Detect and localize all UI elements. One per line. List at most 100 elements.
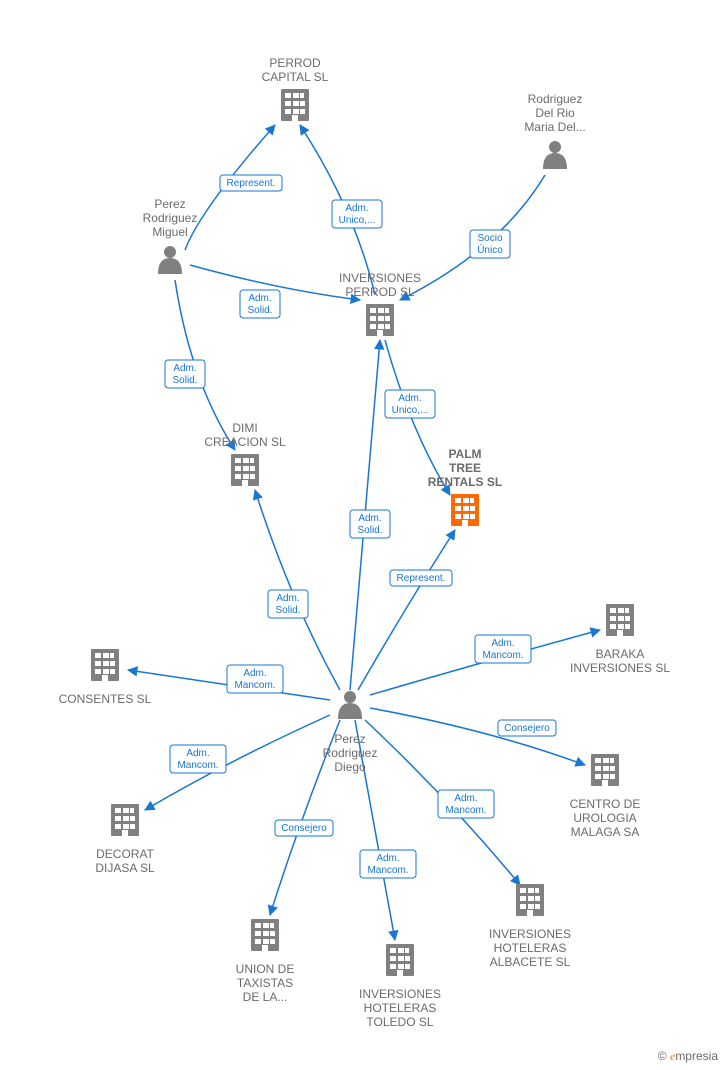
svg-text:Consejero: Consejero: [281, 823, 327, 834]
svg-text:Adm.: Adm.: [454, 793, 477, 804]
node-label: TOLEDO SL: [366, 1015, 433, 1029]
company-icon: [231, 454, 259, 486]
svg-text:Mancom.: Mancom.: [234, 680, 275, 691]
node-label: TAXISTAS: [237, 976, 293, 990]
node-label: Perez: [154, 197, 185, 211]
node-inversiones_perrod[interactable]: INVERSIONESPERROD SL: [339, 271, 421, 336]
node-label: Maria Del...: [524, 120, 585, 134]
node-label: HOTELERAS: [364, 1001, 437, 1015]
svg-text:Unico,...: Unico,...: [339, 215, 376, 226]
node-label: Del Rio: [535, 106, 575, 120]
svg-text:Adm.: Adm.: [358, 513, 381, 524]
company-icon: [281, 89, 309, 121]
node-label: DIMI: [232, 421, 257, 435]
svg-text:Adm.: Adm.: [345, 203, 368, 214]
edge-label-perez_diego-consentes: Adm.Mancom.: [227, 665, 283, 693]
person-icon: [338, 691, 362, 719]
svg-text:Solid.: Solid.: [172, 375, 197, 386]
company-icon: [516, 884, 544, 916]
svg-text:Mancom.: Mancom.: [482, 650, 523, 661]
company-icon: [606, 604, 634, 636]
node-dimi[interactable]: DIMICREACION SL: [204, 421, 286, 486]
edge-label-inversiones_perrod-palm: Adm.Unico,...: [385, 390, 435, 418]
node-label: UROLOGIA: [573, 811, 636, 825]
edge-label-perez_diego-inv_toledo: Adm.Mancom.: [360, 850, 416, 878]
node-label: PALM: [448, 447, 481, 461]
node-perez_diego[interactable]: PerezRodriguezDiego: [323, 691, 378, 774]
node-label: CONSENTES SL: [59, 692, 152, 706]
node-label: INVERSIONES SL: [570, 661, 670, 675]
company-icon: [386, 944, 414, 976]
svg-text:Mancom.: Mancom.: [177, 760, 218, 771]
node-label: Diego: [334, 760, 366, 774]
edge-label-perez_diego-inv_albacete: Adm.Mancom.: [438, 790, 494, 818]
node-decorat[interactable]: DECORATDIJASA SL: [95, 804, 155, 875]
person-icon: [158, 246, 182, 274]
node-baraka[interactable]: BARAKAINVERSIONES SL: [570, 604, 670, 675]
node-centro_urologia[interactable]: CENTRO DEUROLOGIAMALAGA SA: [570, 754, 641, 839]
edge-label-perez_diego-centro_urologia: Consejero: [498, 720, 556, 736]
company-icon: [111, 804, 139, 836]
svg-text:Solid.: Solid.: [275, 605, 300, 616]
edge-label-perez_diego-union_taxistas: Consejero: [275, 820, 333, 836]
copyright: © empresia: [658, 1049, 718, 1064]
node-label: Rodriguez: [528, 92, 583, 106]
edge-label-perez_miguel-dimi: Adm.Solid.: [165, 360, 205, 388]
edge-label-rodriguez_del_rio-inversiones_perrod: SocioÚnico: [470, 230, 510, 258]
company-icon: [591, 754, 619, 786]
svg-text:Adm.: Adm.: [398, 393, 421, 404]
node-palm[interactable]: PALMTREERENTALS SL: [428, 447, 502, 526]
node-label: Perez: [334, 732, 365, 746]
node-label: DE LA...: [243, 990, 288, 1004]
node-label: MALAGA SA: [571, 825, 640, 839]
svg-text:Adm.: Adm.: [243, 668, 266, 679]
svg-text:Adm.: Adm.: [376, 853, 399, 864]
company-icon: [366, 304, 394, 336]
svg-text:Mancom.: Mancom.: [367, 865, 408, 876]
node-label: RENTALS SL: [428, 475, 502, 489]
svg-text:Adm.: Adm.: [186, 748, 209, 759]
node-label: INVERSIONES: [489, 927, 571, 941]
node-label: UNION DE: [236, 962, 295, 976]
node-label: BARAKA: [596, 647, 645, 661]
edge-label-perez_miguel-inversiones_perrod: Adm.Solid.: [240, 290, 280, 318]
network-diagram: Represent.Adm.Unico,...SocioÚnicoAdm.Sol…: [0, 0, 728, 1070]
node-inv_albacete[interactable]: INVERSIONESHOTELERASALBACETE SL: [489, 884, 571, 969]
node-perrod_capital[interactable]: PERRODCAPITAL SL: [262, 56, 329, 121]
svg-text:Mancom.: Mancom.: [445, 805, 486, 816]
svg-text:Adm.: Adm.: [491, 638, 514, 649]
node-label: PERROD: [269, 56, 321, 70]
node-union_taxistas[interactable]: UNION DETAXISTASDE LA...: [236, 919, 295, 1004]
svg-text:Consejero: Consejero: [504, 723, 550, 734]
copyright-symbol: ©: [658, 1049, 667, 1063]
node-label: HOTELERAS: [494, 941, 567, 955]
edge-label-perez_diego-dimi: Adm.Solid.: [268, 590, 308, 618]
svg-text:Adm.: Adm.: [248, 293, 271, 304]
company-icon: [451, 494, 479, 526]
svg-text:Represent.: Represent.: [397, 573, 446, 584]
node-inv_toledo[interactable]: INVERSIONESHOTELERASTOLEDO SL: [359, 944, 441, 1029]
edge-label-perez_diego-decorat: Adm.Mancom.: [170, 745, 226, 773]
svg-text:Adm.: Adm.: [276, 593, 299, 604]
node-label: Miguel: [152, 225, 187, 239]
svg-text:Adm.: Adm.: [173, 363, 196, 374]
edge-label-perez_diego-inversiones_perrod: Adm.Solid.: [350, 510, 390, 538]
svg-text:Socio: Socio: [477, 233, 502, 244]
edge-perez_diego-palm: [358, 530, 455, 690]
node-rodriguez_del_rio[interactable]: RodriguezDel RioMaria Del...: [524, 92, 585, 169]
node-label: INVERSIONES: [359, 987, 441, 1001]
svg-text:Solid.: Solid.: [247, 305, 272, 316]
node-label: TREE: [449, 461, 481, 475]
brand-rest: mpresia: [675, 1049, 718, 1063]
edge-label-perez_diego-palm: Represent.: [390, 570, 452, 586]
node-label: ALBACETE SL: [490, 955, 571, 969]
svg-text:Unico,...: Unico,...: [392, 405, 429, 416]
company-icon: [91, 649, 119, 681]
node-consentes[interactable]: CONSENTES SL: [59, 649, 152, 706]
node-label: CREACION SL: [204, 435, 286, 449]
svg-text:Único: Único: [477, 243, 503, 256]
node-label: Rodriguez: [323, 746, 378, 760]
node-perez_miguel[interactable]: PerezRodriguezMiguel: [143, 197, 198, 274]
edge-label-perez_miguel-perrod_capital: Represent.: [220, 175, 282, 191]
edge-label-inversiones_perrod-perrod_capital: Adm.Unico,...: [332, 200, 382, 228]
